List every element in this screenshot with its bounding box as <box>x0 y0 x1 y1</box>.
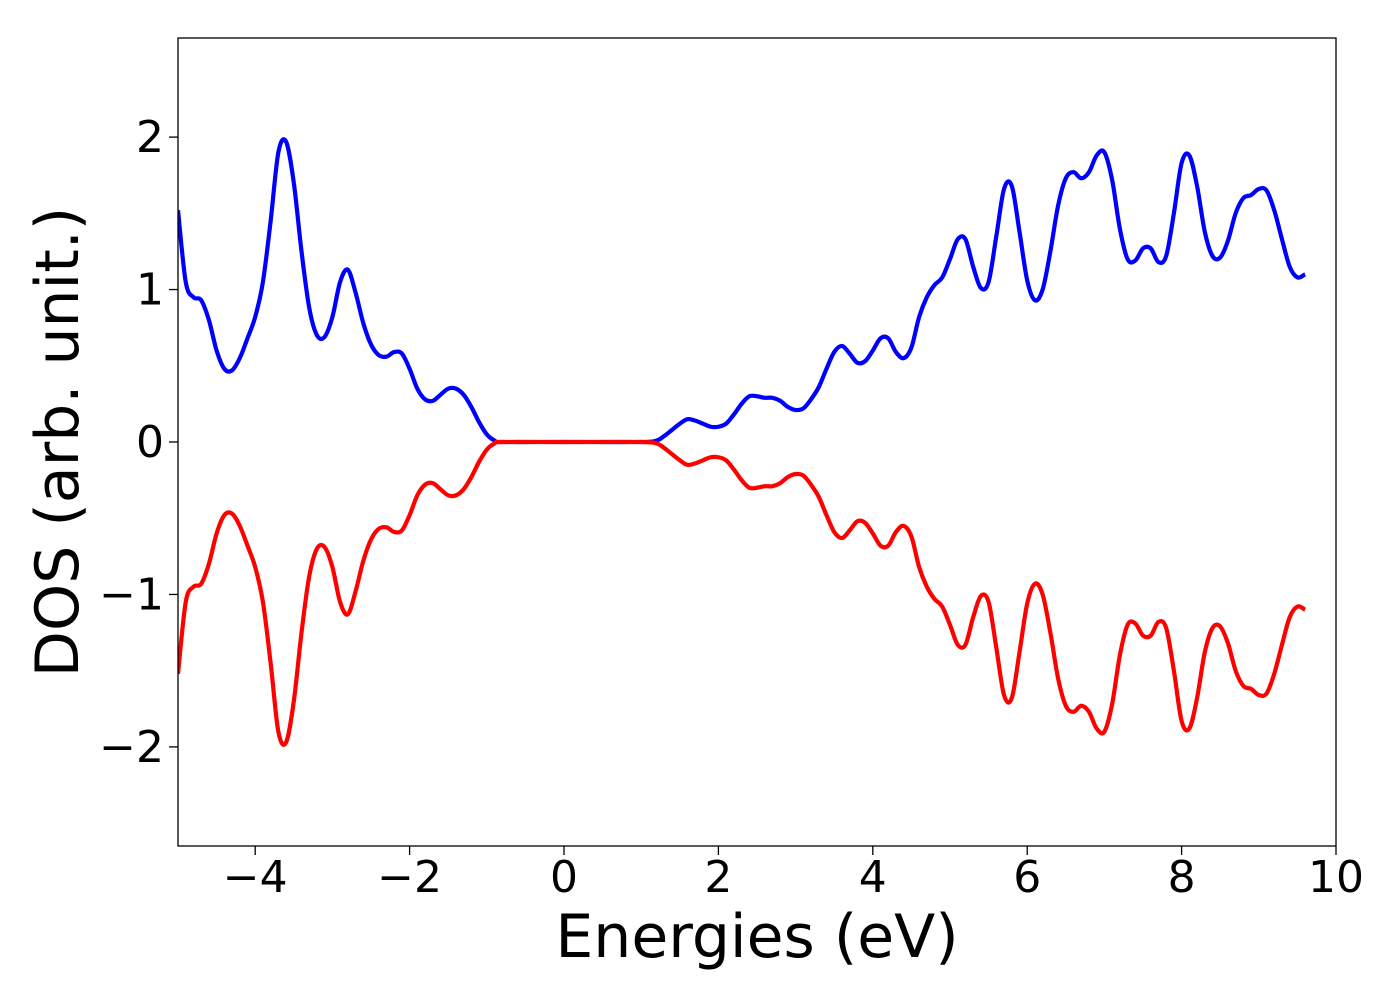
x-tick-label: 6 <box>1013 852 1041 903</box>
y-axis-ticks: −2 −1 0 1 2 <box>99 112 178 773</box>
y-axis-label: DOS (arb. unit.) <box>23 207 93 677</box>
y-tick-label: −2 <box>99 722 164 773</box>
x-tick-label: −2 <box>377 852 442 903</box>
series-layer <box>178 137 1307 747</box>
x-tick-label: 4 <box>859 852 887 903</box>
dos-series-line-red <box>178 439 1307 747</box>
y-tick-label: −1 <box>99 569 164 620</box>
x-tick-label: 10 <box>1308 852 1364 903</box>
x-axis-ticks: −4 −2 0 2 4 6 8 10 <box>223 846 1364 903</box>
y-tick-label: 0 <box>136 417 164 468</box>
y-tick-label: 1 <box>136 265 164 316</box>
x-tick-label: −4 <box>223 852 288 903</box>
x-tick-label: 2 <box>704 852 732 903</box>
x-tick-label: 0 <box>550 852 578 903</box>
y-tick-label: 2 <box>136 112 164 163</box>
dos-series-line-blue <box>178 137 1307 445</box>
x-tick-label: 8 <box>1168 852 1196 903</box>
x-axis-label: Energies (eV) <box>555 902 958 972</box>
